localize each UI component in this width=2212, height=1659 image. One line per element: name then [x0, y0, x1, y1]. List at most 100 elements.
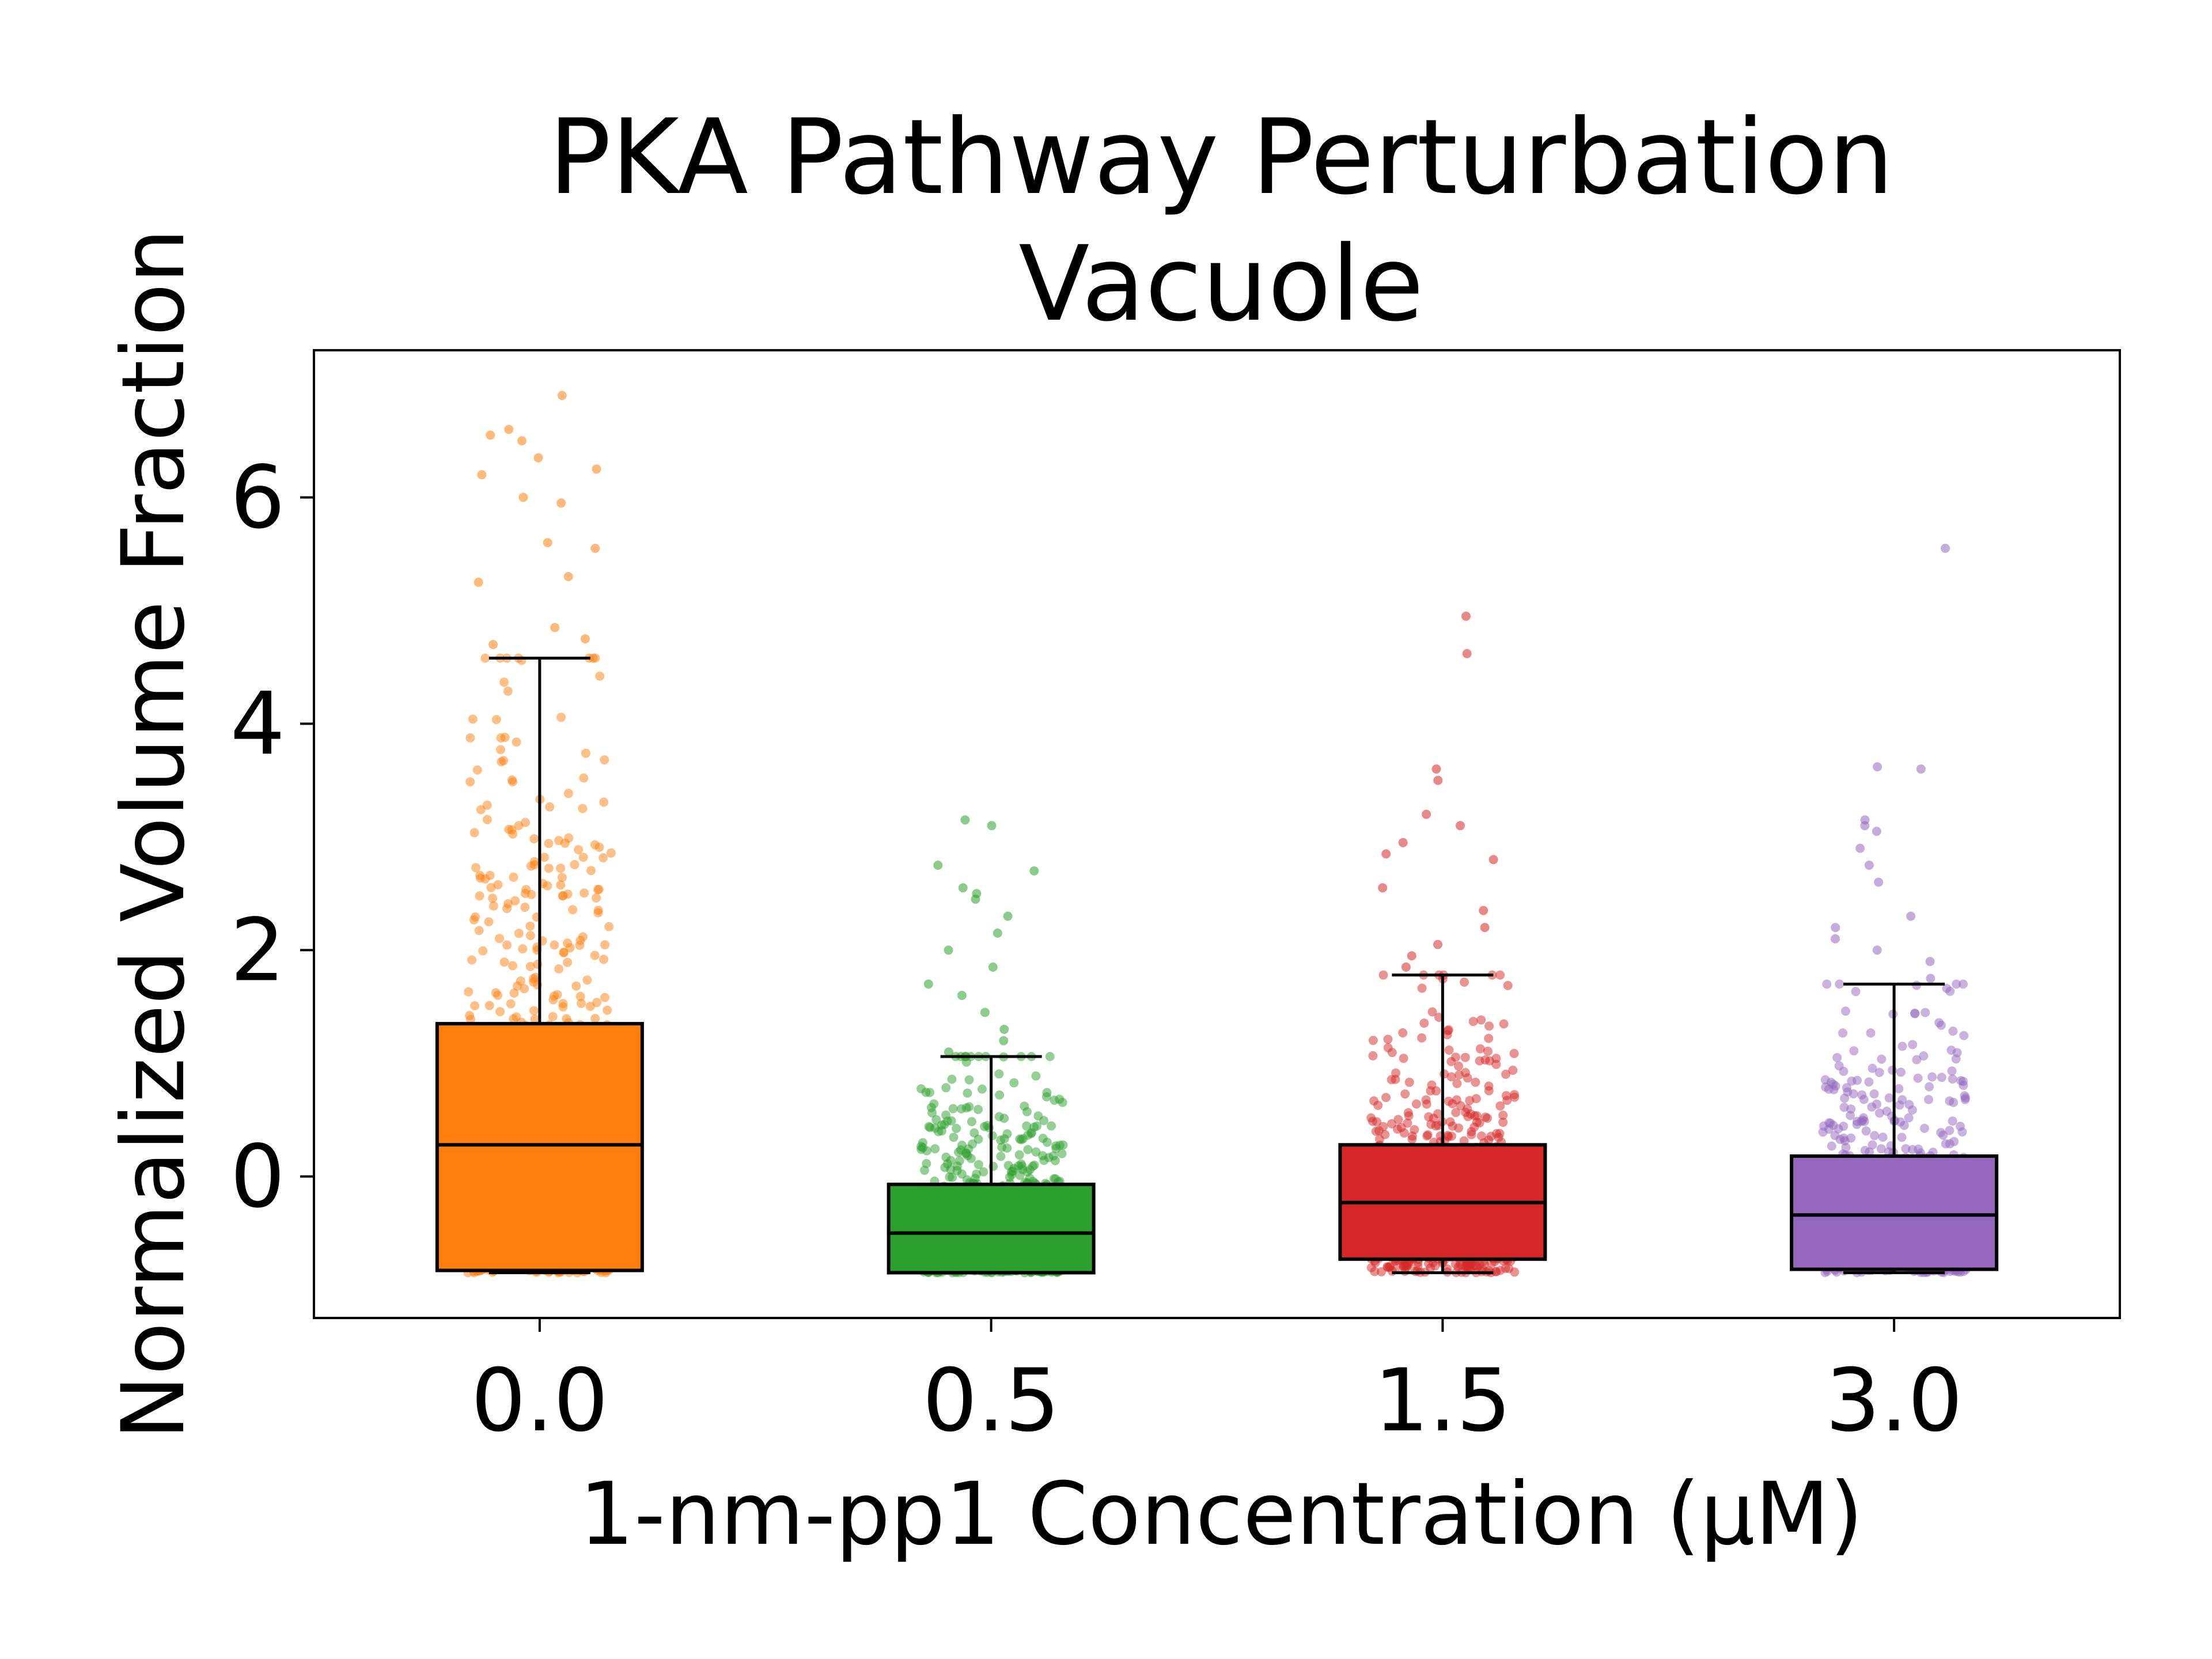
- x-tick-label: 0.5: [922, 1351, 1060, 1451]
- box-group-3.0: [1790, 543, 1999, 1278]
- data-point: [1471, 1094, 1481, 1104]
- data-point: [1897, 1132, 1907, 1142]
- data-point: [1399, 1054, 1408, 1063]
- data-point: [586, 866, 596, 876]
- outlier-point: [1906, 911, 1916, 921]
- data-point: [1847, 1076, 1857, 1086]
- data-point: [1424, 1112, 1434, 1122]
- data-point: [556, 713, 566, 722]
- outlier-point: [1860, 815, 1870, 825]
- data-point: [1484, 1086, 1494, 1096]
- data-point: [1888, 1065, 1897, 1075]
- data-point: [1491, 1059, 1501, 1069]
- data-point: [514, 821, 524, 831]
- data-point: [594, 842, 604, 852]
- data-point: [488, 893, 498, 903]
- box-group-0.0: [435, 391, 644, 1278]
- data-point: [1403, 1118, 1412, 1128]
- data-point: [484, 917, 494, 927]
- data-point: [491, 715, 501, 725]
- data-point: [1901, 1144, 1911, 1154]
- data-point: [471, 863, 480, 873]
- data-point: [1927, 1072, 1937, 1082]
- outlier-point: [980, 1007, 990, 1017]
- data-point: [563, 957, 573, 967]
- outlier-point: [1431, 764, 1441, 774]
- data-point: [574, 845, 584, 855]
- outlier-point: [993, 928, 1002, 938]
- data-point: [476, 805, 486, 815]
- outlier-point: [958, 883, 968, 893]
- outlier-point: [580, 634, 590, 644]
- data-point: [493, 990, 503, 1000]
- data-point: [474, 926, 484, 935]
- data-point: [579, 888, 589, 898]
- data-point: [544, 863, 554, 873]
- data-point: [1015, 1134, 1025, 1144]
- data-point: [1411, 1099, 1421, 1109]
- outlier-point: [1872, 945, 1882, 955]
- data-point: [518, 944, 528, 954]
- data-point: [1509, 1090, 1519, 1100]
- box-0.5: [887, 1183, 1096, 1275]
- data-point: [488, 901, 498, 911]
- data-point: [930, 1144, 940, 1154]
- data-point: [1851, 987, 1861, 997]
- data-point: [1824, 1124, 1834, 1134]
- outlier-point: [1926, 974, 1936, 983]
- data-point: [964, 1075, 974, 1085]
- outlier-point: [1864, 861, 1874, 870]
- data-point: [514, 929, 524, 938]
- outlier-point: [1433, 940, 1442, 949]
- x-tick-label: 0.0: [471, 1351, 609, 1451]
- data-point: [941, 1083, 951, 1093]
- data-point: [525, 921, 535, 931]
- data-point: [594, 885, 604, 894]
- data-point: [603, 1005, 612, 1015]
- data-point: [1427, 1080, 1437, 1090]
- outlier-point: [1456, 821, 1465, 831]
- data-point: [1884, 1093, 1894, 1103]
- outlier-point: [517, 436, 527, 446]
- data-point: [1897, 1041, 1907, 1051]
- data-point: [1378, 970, 1388, 980]
- data-point: [1368, 1051, 1378, 1060]
- data-point: [1431, 1121, 1441, 1131]
- data-point: [571, 981, 581, 991]
- data-point: [568, 905, 578, 915]
- data-point: [1023, 1145, 1033, 1154]
- outlier-point: [486, 430, 495, 440]
- y-axis-label: Normalized Volume Fraction: [104, 229, 204, 1440]
- data-point: [1921, 1007, 1930, 1017]
- data-point: [1919, 1123, 1929, 1133]
- data-point: [1499, 1019, 1509, 1029]
- outlier-point: [1479, 906, 1488, 915]
- data-point: [1383, 1043, 1393, 1052]
- data-point: [1942, 984, 1952, 993]
- data-point: [469, 828, 479, 838]
- data-point: [946, 1156, 956, 1165]
- outlier-point: [988, 962, 998, 972]
- data-point: [579, 773, 589, 783]
- data-point: [1020, 1101, 1029, 1111]
- data-point: [578, 853, 588, 862]
- data-point: [1948, 1074, 1957, 1084]
- data-point: [470, 1001, 480, 1010]
- data-point: [1460, 1052, 1470, 1062]
- data-point: [578, 804, 588, 813]
- data-point: [1868, 1140, 1877, 1150]
- data-point: [529, 834, 539, 844]
- data-point: [1374, 1134, 1384, 1144]
- data-point: [937, 1120, 946, 1130]
- data-point: [1959, 979, 1968, 989]
- data-point: [471, 912, 480, 922]
- data-point: [1403, 1108, 1413, 1118]
- data-point: [1866, 1028, 1876, 1038]
- data-point: [1839, 1133, 1849, 1143]
- data-point: [1504, 1264, 1514, 1274]
- data-point: [1022, 1121, 1032, 1131]
- data-point: [1451, 1052, 1460, 1062]
- outlier-point: [592, 464, 601, 474]
- data-point: [1508, 1066, 1518, 1075]
